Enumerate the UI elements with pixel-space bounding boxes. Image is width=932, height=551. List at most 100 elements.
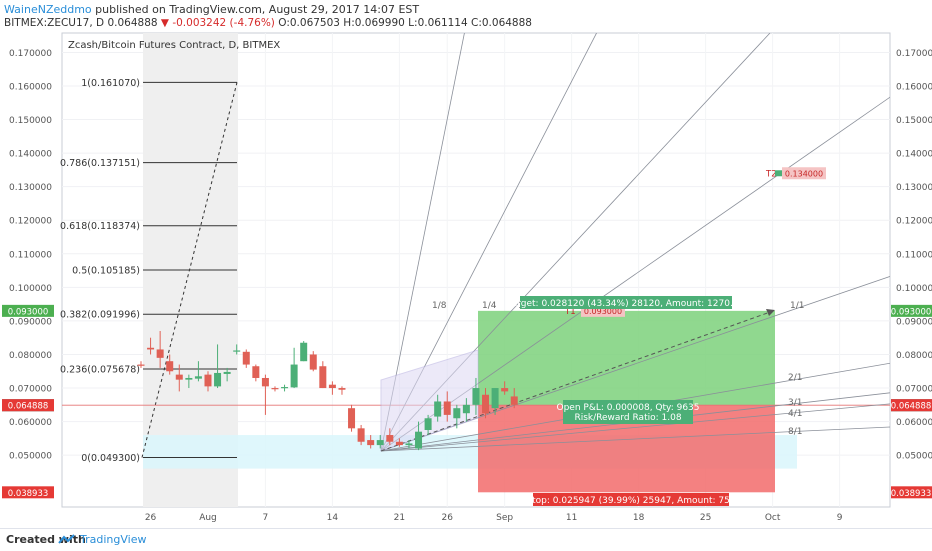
candle-body — [443, 401, 451, 415]
candle-body — [261, 377, 269, 387]
candle-body — [137, 364, 145, 366]
y-tick-right: 0.150000 — [896, 116, 932, 126]
y-tick-right: 0.050000 — [896, 452, 932, 462]
tradingview-logo-icon — [58, 534, 75, 544]
x-tick-label: 21 — [394, 513, 405, 523]
price-label-left: 0.064888 — [8, 402, 49, 412]
target-info-label: Target: 0.028120 (43.34%) 28120, Amount:… — [507, 299, 745, 309]
price-label-left: 0.093000 — [8, 307, 49, 317]
x-tick-label: 14 — [327, 513, 339, 523]
candle-body — [194, 376, 202, 379]
y-tick-left: 0.100000 — [9, 284, 52, 294]
chart-canvas[interactable]: 1(0.161070) 0.786(0.137151) 0.618(0.118374… — [0, 0, 932, 528]
x-tick-label: 7 — [263, 513, 269, 523]
projection-arrow-icon — [766, 309, 775, 316]
candle-body — [462, 404, 470, 414]
t2-marker — [775, 170, 782, 177]
candle-body — [386, 435, 394, 442]
x-tick-label: 26 — [442, 513, 454, 523]
candle-body — [156, 349, 164, 358]
chart-header-line1: WaineNZeddmo published on TradingView.co… — [4, 3, 419, 16]
y-tick-left: 0.050000 — [9, 452, 52, 462]
last-price: 0.064888 — [107, 17, 158, 29]
candle-body — [252, 366, 260, 378]
gann-fan-label: 1/1 — [790, 301, 804, 311]
target-name-label: T2 — [765, 169, 777, 179]
y-tick-left: 0.140000 — [9, 150, 52, 160]
y-tick-left: 0.120000 — [9, 217, 52, 227]
candle-body — [309, 354, 317, 370]
legend-title: Zcash/Bitcoin Futures Contract, D, BITME… — [68, 40, 280, 51]
candle-body — [242, 351, 250, 365]
gann-fan-label: 4/1 — [788, 409, 802, 419]
price-badge-left — [2, 399, 54, 412]
x-tick-label: 9 — [837, 513, 843, 523]
candle-body — [175, 374, 183, 380]
fib-trend-line — [141, 82, 238, 458]
gann-fan-label: 8/1 — [788, 427, 802, 437]
projection-line — [380, 310, 774, 452]
gann-fan-line — [380, 403, 890, 452]
x-tick-label: Aug — [199, 513, 217, 523]
stop-info-label: Stop: 0.025947 (39.99%) 25947, Amount: 7… — [526, 496, 735, 506]
candle-body — [424, 418, 432, 431]
candle-body — [319, 366, 327, 389]
price-badge-left — [2, 304, 54, 317]
x-tick-label: 25 — [700, 513, 711, 523]
y-tick-right: 0.140000 — [896, 150, 932, 160]
created-with-label: Created with — [6, 533, 86, 546]
tradingview-brand-link[interactable]: TradingView — [80, 533, 147, 546]
candle-body — [281, 387, 289, 389]
pnl-info-label: Open P&L: 0.000008, Qty: 9635 — [557, 403, 700, 413]
candle-body — [491, 388, 499, 409]
candle-body — [395, 441, 403, 446]
y-tick-right: 0.090000 — [896, 317, 932, 327]
y-tick-left: 0.170000 — [9, 49, 52, 59]
gann-fan-label: 2/1 — [788, 373, 802, 383]
candle-body — [300, 342, 308, 362]
candle-body — [223, 371, 231, 374]
y-tick-left: 0.110000 — [9, 250, 52, 260]
candle-body — [147, 347, 155, 350]
candle-body — [271, 388, 279, 390]
x-tick-label: 11 — [566, 513, 577, 523]
candle-body — [405, 443, 413, 446]
y-tick-left: 0.160000 — [9, 83, 52, 93]
candle-body — [290, 364, 298, 388]
gann-fan — [380, 33, 890, 452]
candle-body — [367, 440, 375, 446]
fib-level-label: 0.786(0.137151) — [60, 158, 140, 169]
gann-fan-label: 1/4 — [482, 301, 497, 311]
candle-body — [453, 408, 461, 419]
x-tick-label: Oct — [765, 513, 781, 523]
x-tick-label: 26 — [145, 513, 157, 523]
candle-body — [472, 388, 480, 405]
y-tick-right: 0.100000 — [896, 284, 932, 294]
y-tick-right: 0.120000 — [896, 217, 932, 227]
target-zone — [478, 310, 775, 406]
y-tick-left: 0.150000 — [9, 116, 52, 126]
price-badge-right — [891, 304, 932, 317]
y-tick-right: 0.070000 — [896, 385, 932, 395]
y-tick-right: 0.130000 — [896, 183, 932, 193]
target-value-label: 0.134000 — [785, 169, 823, 178]
target-name-label: T1 — [564, 307, 576, 317]
price-badge-right — [891, 486, 932, 499]
symbol-label: BITMEX:ZECU17, D — [4, 17, 105, 29]
candle-body — [510, 396, 518, 405]
parallel-channel — [380, 349, 479, 452]
candle-body — [233, 350, 241, 352]
change-arrow: ▼ — [160, 17, 169, 29]
y-tick-left: 0.070000 — [9, 385, 52, 395]
fib-level-label: 1(0.161070) — [81, 78, 140, 89]
fib-level-label: 0(0.049300) — [81, 453, 140, 464]
y-tick-right: 0.110000 — [896, 250, 932, 260]
y-tick-left: 0.060000 — [9, 418, 52, 428]
y-tick-right: 0.170000 — [896, 49, 932, 59]
target-value-label: 0.093000 — [584, 307, 622, 316]
author-link[interactable]: WaineNZeddmo — [4, 3, 92, 16]
candle-body — [357, 428, 365, 442]
chart-header-line2: BITMEX:ZECU17, D 0.064888 ▼ -0.003242 (-… — [4, 17, 532, 29]
fib-level-label: 0.5(0.105185) — [72, 265, 140, 276]
y-tick-left: 0.130000 — [9, 183, 52, 193]
